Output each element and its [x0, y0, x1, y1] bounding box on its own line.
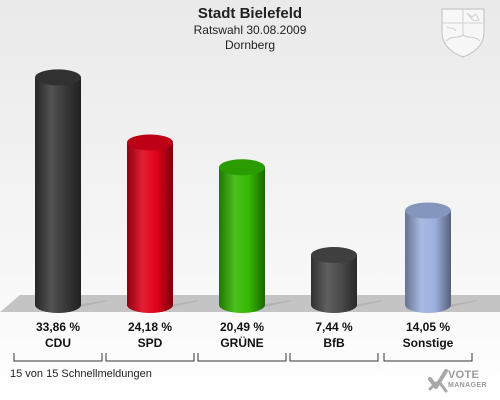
report-status: 15 von 15 Schnellmeldungen: [10, 368, 152, 380]
value-label: 7,44 %: [315, 320, 353, 334]
district-name: Dornberg: [224, 38, 276, 52]
category-label: BfB: [323, 336, 345, 350]
category-label: SPD: [138, 336, 163, 350]
chart-header: Stadt Bielefeld Ratswahl 30.08.2009 Dorn…: [0, 5, 500, 53]
category-label: GRÜNE: [220, 335, 263, 350]
bar-sonstige: [405, 202, 451, 313]
chart-subtitle: Ratswahl 30.08.2009: [193, 23, 307, 37]
bar-body: [35, 77, 81, 313]
category-bracket: [383, 353, 473, 362]
bar-shadow: [353, 300, 383, 307]
bar-body: [127, 142, 173, 313]
bar-top: [219, 159, 265, 176]
bar-shadow: [447, 300, 477, 307]
bar-cdu: [35, 69, 81, 313]
bar-top: [35, 69, 81, 86]
bar-grüne: [219, 159, 265, 313]
category-label: Sonstige: [403, 336, 454, 350]
votemanager-check-icon: [428, 369, 448, 393]
logo-line-1: VOTE: [448, 369, 480, 381]
category-bracket: [105, 353, 195, 362]
bar-top: [405, 202, 451, 219]
bar-bfb: [311, 246, 357, 313]
chart-title: Stadt Bielefeld: [197, 5, 303, 22]
bar-shadow: [261, 300, 291, 307]
votemanager-logo: VOTE MANAGER: [428, 366, 496, 396]
category-bracket: [13, 353, 103, 362]
bar-top: [311, 246, 357, 263]
logo-line-2: MANAGER: [448, 382, 487, 389]
value-label: 14,05 %: [406, 320, 450, 334]
bar-body: [405, 210, 451, 313]
value-label: 20,49 %: [220, 320, 264, 334]
coat-of-arms-icon: [441, 8, 485, 58]
bar-shadow: [77, 300, 107, 307]
bar-shadow: [169, 300, 199, 307]
category-bracket: [289, 353, 379, 362]
bar-body: [311, 254, 357, 313]
category-label: CDU: [45, 336, 71, 350]
bar-spd: [127, 134, 173, 313]
value-label: 33,86 %: [36, 320, 80, 334]
bar-top: [127, 134, 173, 151]
bar-body: [219, 167, 265, 313]
value-label: 24,18 %: [128, 320, 172, 334]
category-bracket: [197, 353, 287, 362]
